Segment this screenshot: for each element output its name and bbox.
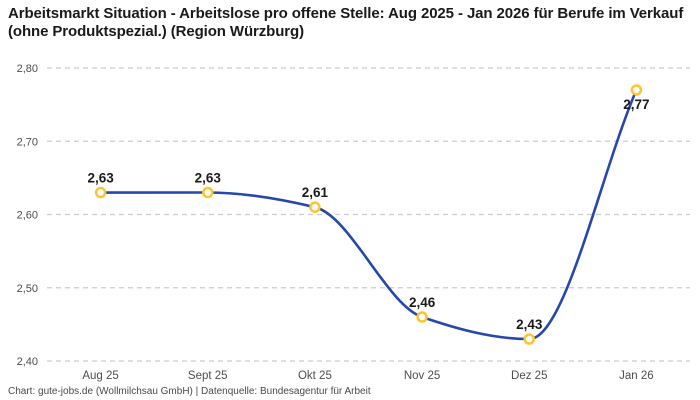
- x-tick-label: Dez 25: [511, 370, 547, 382]
- chart-credit: Chart: gute-jobs.de (Wollmilchsau GmbH) …: [8, 386, 371, 397]
- data-point-label: 2,61: [302, 185, 329, 200]
- x-tick-label: Okt 25: [298, 370, 332, 382]
- data-point-label: 2,63: [87, 171, 114, 186]
- data-point-marker: [309, 201, 321, 213]
- data-point-marker: [202, 186, 214, 199]
- data-point-label: 2,77: [623, 97, 649, 112]
- x-tick-label: Sept 25: [188, 370, 228, 382]
- y-tick-label: 2,50: [17, 283, 38, 295]
- data-point-label: 2,46: [409, 295, 436, 310]
- y-tick-label: 2,40: [17, 356, 38, 368]
- series-line: [99, 88, 638, 341]
- x-tick-label: Jan 26: [619, 370, 654, 382]
- data-point-marker: [523, 333, 535, 345]
- chart-title: Arbeitsmarkt Situation - Arbeitslose pro…: [8, 5, 684, 40]
- data-point-label: 2,43: [516, 317, 543, 332]
- data-point-label: 2,63: [195, 171, 222, 186]
- y-tick-label: 2,60: [17, 210, 38, 222]
- x-tick-label: Aug 25: [82, 370, 118, 382]
- data-point-marker: [94, 186, 107, 199]
- data-point-marker: [630, 84, 643, 96]
- y-tick-label: 2,70: [17, 136, 38, 148]
- x-tick-label: Nov 25: [404, 370, 440, 382]
- y-tick-label: 2,80: [17, 63, 38, 75]
- data-point-marker: [416, 311, 428, 323]
